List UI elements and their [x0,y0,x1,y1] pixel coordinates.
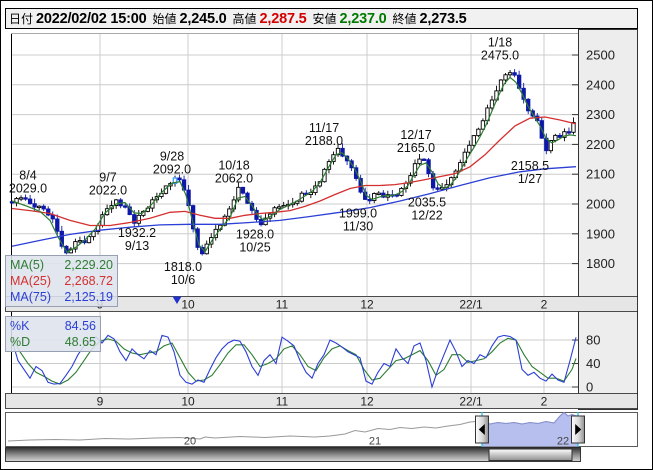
navigator-right-handle[interactable] [571,415,585,444]
month-axis-strip-stoch [5,393,638,409]
ma75-line [11,166,577,247]
annotation-label: 1999.0 11/30 [339,206,377,233]
ma25-line [11,116,577,227]
stoch-tick-label: 80 [586,333,600,348]
stoch-k-value: 84.56 [64,319,96,333]
price-tick-label: 1800 [586,256,615,271]
ma5-value: 2,229.20 [64,258,113,272]
month-label-stoch: 22/1 [459,395,483,409]
scrollbar-thumb[interactable] [488,448,573,461]
navigator-year-label: 20 [184,436,196,448]
annotation-label: 2035.5 12/22 [408,195,446,222]
right-arrow-icon [575,424,582,435]
month-label-stoch: 9 [97,395,104,409]
ma25-label: MA(25) [10,274,51,288]
month-label-main: 10 [181,298,195,312]
event-marker-icon [172,296,182,304]
annotation-label: 10/18 2062.0 [215,159,253,186]
price-axis-panel [578,29,638,410]
ma25-row: MA(25) 2,268.72 [10,273,113,289]
navigator-selection[interactable] [482,412,578,447]
left-arrow-icon [478,424,485,435]
annotation-label: 11/17 2188.0 [305,121,343,148]
stoch-k-label: %K [10,319,30,333]
month-label-main: 22/1 [459,298,483,312]
stoch-tick-label: 40 [586,356,600,371]
ma75-label: MA(75) [10,290,51,304]
price-tick-label: 2100 [586,167,615,182]
stochastic-legend: %K 84.56 %D 48.65 [5,316,101,352]
annotation-label: 1/18 2475.0 [481,35,519,62]
stoch-k-line [11,334,577,390]
navigator-year-label: 22 [557,436,569,448]
close-value: 2,273.5 [419,10,467,27]
price-tick-label: 2200 [586,137,615,152]
annotation-label: 1818.0 10/6 [164,260,202,287]
stoch-tick-label: 0 [586,380,593,395]
stoch-k-row: %K 84.56 [10,318,96,334]
stochastic-plot: 80 40 0 [11,312,600,395]
month-label-stoch: 12 [360,395,374,409]
ma75-row: MA(75) 2,125.19 [10,289,113,305]
ma5-line [11,76,577,254]
price-tick-label: 2000 [586,197,615,212]
swing-annotations: 8/4 2029.0 9/7 2022.0 9/28 2092.0 10/18 2062.0 1… [9,35,549,287]
month-label-stoch: 11 [276,395,289,409]
ma5-label: MA(5) [10,258,45,272]
month-label-main: 12 [360,298,374,312]
price-plot: 2500 2400 2300 2200 2100 2000 1900 1800 [11,33,615,296]
stoch-d-value: 48.65 [64,335,96,349]
high-label: 高値 [232,12,257,26]
open-label: 始値 [152,12,177,26]
ma5-row: MA(5) 2,229.20 [10,257,113,273]
annotation-label: 1928.0 10/25 [236,227,274,254]
range-navigator: 20 21 22 [5,411,638,448]
low-label: 安値 [312,12,337,26]
navigator-year-label: 21 [369,436,381,448]
navigator-left-handle[interactable] [475,415,489,444]
ohlc-header: 日付 2022/02/02 15:00 始値 2,245.0 高値 2,287.… [5,8,638,29]
price-tick-label: 2300 [586,107,615,122]
annotation-label: 1932.2 9/13 [118,226,156,253]
month-label-stoch: 2 [541,395,548,409]
price-tick-label: 2500 [586,48,615,63]
ma75-value: 2,125.19 [64,290,113,304]
date-value: 2022/02/02 15:00 [36,10,147,27]
scrollbar-track[interactable] [5,447,581,462]
stoch-d-label: %D [10,335,31,349]
month-label-main: 2 [541,298,548,312]
month-label-main: 11 [276,298,289,312]
price-tick-label: 2400 [586,77,615,92]
date-label: 日付 [9,12,34,26]
annotation-label: 9/28 2092.0 [153,150,191,177]
ma25-value: 2,268.72 [64,274,113,288]
annotation-label: 8/4 2029.0 [9,168,47,195]
low-value: 2,237.0 [339,10,387,27]
high-value: 2,287.5 [259,10,307,27]
stoch-d-row: %D 48.65 [10,334,96,350]
close-label: 終値 [392,12,417,26]
price-tick-label: 1900 [586,226,615,241]
annotation-label: 9/7 2022.0 [89,170,127,197]
month-label-stoch: 10 [181,395,195,409]
annotation-label: 2158.5 1/27 [511,159,549,186]
annotation-label: 12/17 2165.0 [397,128,435,155]
open-value: 2,245.0 [179,10,227,27]
ma-legend: MA(5) 2,229.20 MA(25) 2,268.72 MA(75) 2,… [5,255,118,307]
